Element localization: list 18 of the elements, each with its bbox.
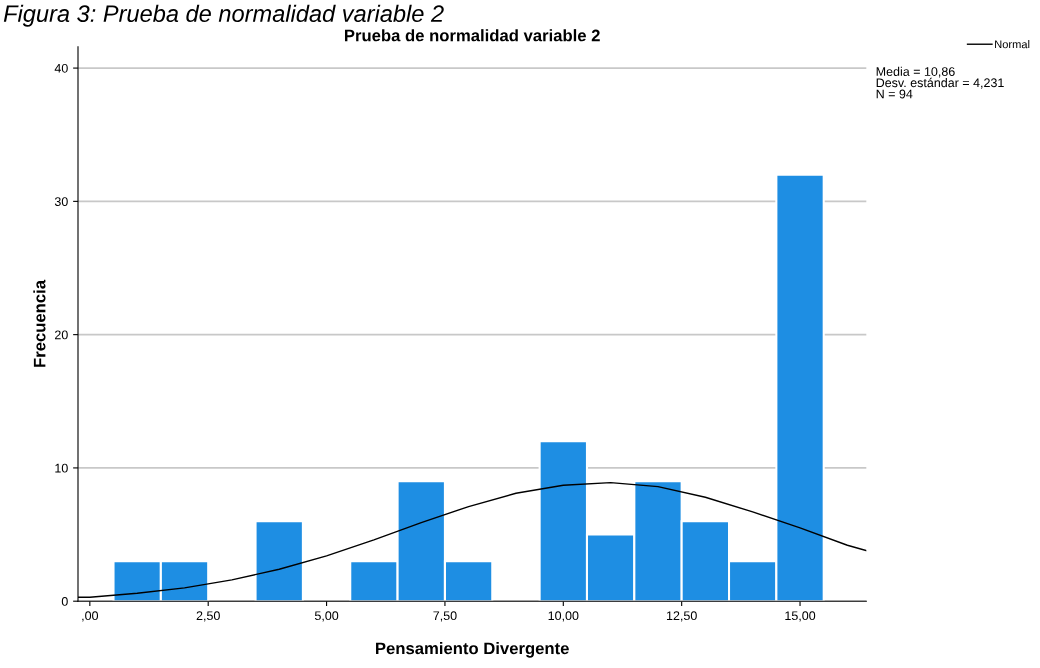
x-tick-label: 5,00 bbox=[314, 611, 339, 622]
y-tick-label: 30 bbox=[54, 197, 68, 207]
y-tick-label: 10 bbox=[55, 463, 68, 473]
y-tick-label: 20 bbox=[55, 330, 68, 340]
text: Figura 3: Prueba de normalidad variable 2 bbox=[3, 4, 444, 27]
x-tick-label: 15,00 bbox=[785, 611, 816, 622]
x-tick-label: 12,50 bbox=[666, 611, 697, 622]
x-tick-label: 2,50 bbox=[196, 611, 220, 622]
x-axis-title: Pensamiento Divergente bbox=[376, 642, 569, 658]
legend-label: Normal bbox=[995, 40, 1030, 49]
text: Media = 10,86 Desv. estándar = 4,231 N = 94 bbox=[876, 66, 1004, 99]
y-axis-title: Frecuencia bbox=[33, 279, 46, 367]
chart-title: Prueba de normalidad variable 2 bbox=[344, 29, 600, 42]
y-tick-label: 0 bbox=[61, 597, 68, 606]
x-tick-label: ,00 bbox=[82, 611, 99, 622]
y-tick-label: 40 bbox=[54, 63, 68, 73]
x-tick-label: 10,00 bbox=[548, 611, 579, 622]
x-tick-label: 7,50 bbox=[433, 611, 457, 622]
